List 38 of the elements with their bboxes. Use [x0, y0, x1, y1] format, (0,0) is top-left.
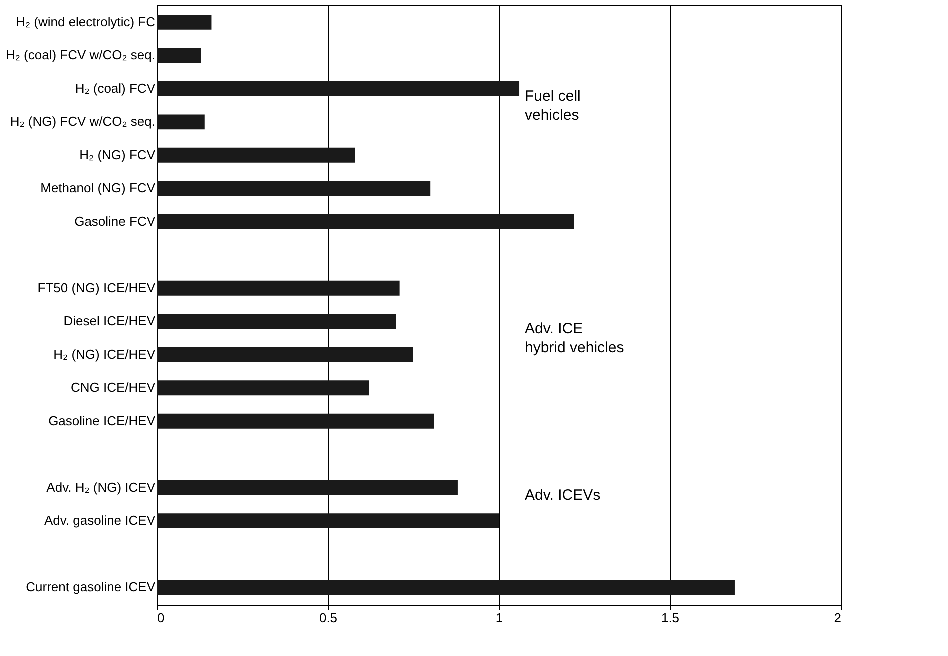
y-tick-label: FT50 (NG) ICE/HEV — [38, 280, 156, 296]
x-tick-label: 1 — [496, 610, 504, 626]
annotation: Adv. ICE hybrid vehicles — [525, 320, 624, 357]
x-tick-label: 0.5 — [319, 610, 338, 626]
y-tick-label: CNG ICE/HEV — [70, 380, 156, 396]
bar — [157, 314, 396, 330]
bar — [157, 81, 520, 96]
x-tick-label: 0 — [158, 610, 165, 626]
y-tick-label: H₂ (coal) FCV w/CO₂ seq. — [6, 48, 156, 63]
y-tick-label: Diesel ICE/HEV — [64, 314, 156, 329]
y-tick-label: Methanol (NG) FCV — [40, 180, 156, 196]
y-tick-label: Adv. H₂ (NG) ICEV — [46, 480, 156, 495]
bar — [157, 114, 205, 130]
bar — [157, 514, 499, 529]
y-tick-label: H₂ (NG) ICE/HEV — [54, 346, 156, 362]
bar — [157, 347, 414, 362]
annotation: Adv. ICEVs — [525, 486, 601, 504]
bar — [157, 480, 458, 496]
y-tick-label: H₂ (coal) FCV — [75, 80, 156, 96]
y-tick-label: Current gasoline ICEV — [26, 580, 156, 595]
x-tick-label: 1.5 — [661, 610, 680, 626]
bar — [157, 181, 431, 196]
bar — [157, 14, 212, 30]
y-tick-label: Adv. gasoline ICEV — [44, 513, 156, 528]
y-tick-label: Gasoline ICE/HEV — [48, 413, 156, 428]
bar — [157, 380, 370, 396]
bar — [157, 280, 400, 296]
bar — [157, 580, 735, 596]
y-tick-label: H₂ (NG) FCV — [80, 147, 156, 162]
y-tick-label: Gasoline FCV — [74, 214, 156, 229]
x-tick-label: 2 — [834, 610, 842, 626]
bar — [157, 148, 356, 163]
bar — [157, 48, 202, 64]
y-tick-label: H₂ (wind electrolytic) FC — [16, 14, 156, 30]
y-tick-label: H₂ (NG) FCV w/CO₂ seq. — [10, 114, 156, 130]
bar — [157, 414, 434, 429]
bar — [157, 214, 574, 230]
annotation: Fuel cell vehicles — [525, 88, 581, 124]
